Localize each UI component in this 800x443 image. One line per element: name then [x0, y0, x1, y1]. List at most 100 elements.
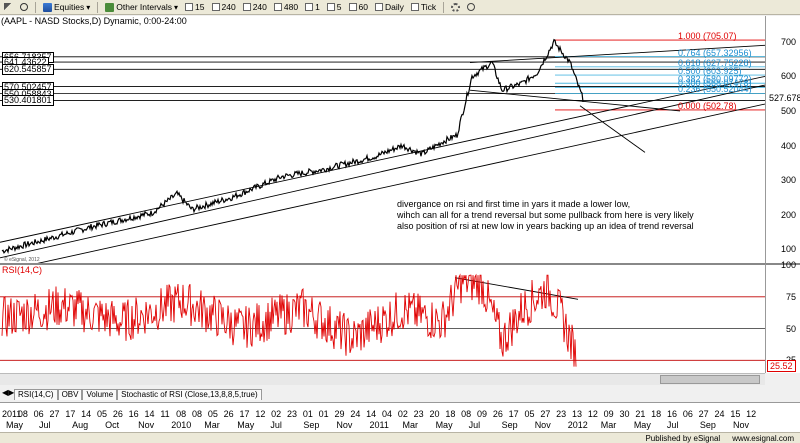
time-axis-day-label: 17 — [239, 409, 250, 419]
time-axis-month-label: Nov — [534, 420, 551, 430]
tab-volume[interactable]: Volume — [82, 389, 118, 400]
time-axis-month-label: Nov — [732, 420, 749, 430]
time-axis-day-label: 08 — [461, 409, 472, 419]
interval-1-button[interactable]: 1 — [303, 1, 322, 14]
other-intervals-button[interactable]: Other Intervals — [103, 1, 180, 14]
interval-daily-button[interactable]: Daily — [373, 1, 406, 14]
annotation-line-3: also position of rsi at new low in years… — [397, 221, 694, 231]
time-axis-day-label: 27 — [49, 409, 60, 419]
time-axis-month-label: Sep — [699, 420, 716, 430]
price-axis[interactable]: 700 600 500 400 300 200 100 527.678 — [765, 16, 800, 263]
time-axis-day-label: 14 — [81, 409, 92, 419]
time-axis-day-label: 29 — [334, 409, 345, 419]
pointer-tool-button[interactable] — [2, 1, 15, 14]
interval-label: Tick — [420, 2, 437, 12]
time-axis-month-label: 2012 — [567, 420, 588, 430]
tab-rsi[interactable]: RSI(14,C) — [14, 389, 58, 400]
other-intervals-label: Other Intervals — [116, 2, 173, 12]
trend-line-top — [469, 44, 765, 64]
toolbar: Equities Other Intervals 15 240 240 480 … — [0, 0, 800, 15]
chevron-down-icon — [86, 2, 90, 12]
time-axis-day-label: 01 — [302, 409, 313, 419]
chart-title: (AAPL - NASD Stocks,D) Dynamic, 0:00-24:… — [0, 16, 765, 28]
annotation-line-2: wihch can all for a trend reversal but s… — [397, 210, 694, 220]
interval-icon — [305, 3, 314, 11]
published-by-label: Published by eSignal — [645, 433, 721, 443]
price-tick-label: 400 — [780, 140, 796, 151]
equities-button[interactable]: Equities — [41, 1, 92, 14]
time-axis-day-label: 2011 — [2, 409, 22, 419]
rsi-tick-label: 100 — [780, 260, 796, 270]
time-axis-month-label: May — [237, 420, 255, 430]
time-axis-day-label: 06 — [33, 409, 44, 419]
search-icon — [467, 3, 476, 11]
rsi-last-value: 25.52 — [767, 360, 796, 372]
interval-icon — [273, 3, 282, 11]
fib-level-label: 0.764 (657.32956) — [678, 47, 752, 58]
time-axis-day-label: 23 — [413, 409, 424, 419]
time-axis-day-label: 18 — [445, 409, 456, 419]
interval-240-button[interactable]: 240 — [210, 1, 238, 14]
toolbar-divider — [97, 1, 99, 13]
time-axis-day-label: 26 — [112, 409, 123, 419]
interval-480-button[interactable]: 480 — [272, 1, 300, 14]
time-axis-month-label: Sep — [303, 420, 320, 430]
time-axis-month-label: May — [633, 420, 651, 430]
time-axis-month-label: Jul — [468, 420, 481, 430]
time-axis-day-label: 17 — [65, 409, 76, 419]
interval-icon — [326, 3, 335, 11]
interval-tick-button[interactable]: Tick — [409, 1, 438, 14]
search-button[interactable] — [465, 1, 477, 14]
scrollbar-thumb[interactable] — [660, 375, 760, 384]
time-axis-day-label: 27 — [540, 409, 551, 419]
time-axis-day-label: 12 — [255, 409, 266, 419]
price-tick-label: 200 — [780, 209, 796, 220]
time-axis-day-label: 17 — [508, 409, 519, 419]
gear-icon — [451, 2, 461, 12]
time-axis-day-label: 09 — [477, 409, 488, 419]
time-axis-month-label: Oct — [105, 420, 120, 430]
tab-obv[interactable]: OBV — [57, 389, 83, 400]
time-axis-month-label: Mar — [204, 420, 220, 430]
tab-nav-arrows[interactable]: ◀▶ — [2, 388, 15, 397]
level-label: 530.401801 — [2, 95, 54, 107]
zoom-tool-button[interactable] — [18, 1, 30, 14]
annotation-line-1: divergance on rsi and first time in yars… — [397, 199, 631, 209]
tab-stochastic-rsi[interactable]: Stochastic of RSI (Close,13,8,8,5,true) — [117, 389, 262, 400]
intervals-icon — [105, 2, 115, 12]
time-axis-day-label: 08 — [192, 409, 203, 419]
interval-15-button[interactable]: 15 — [183, 1, 206, 14]
zoom-icon — [20, 3, 28, 11]
price-chart — [0, 38, 765, 263]
fib-level-label: 0.236 (550.52044) — [678, 84, 752, 95]
price-pane[interactable]: 656.718357641.43622620.545857570.5024575… — [0, 28, 765, 263]
time-axis-month-label: 2011 — [369, 420, 389, 430]
interval-label: 60 — [358, 2, 368, 12]
interval-icon — [211, 3, 220, 11]
toolbar-divider — [443, 1, 445, 13]
interval-icon — [185, 3, 194, 11]
interval-icon — [375, 3, 383, 11]
interval-60-button[interactable]: 60 — [347, 1, 370, 14]
time-axis-month-label: Sep — [501, 420, 518, 430]
interval-5-button[interactable]: 5 — [325, 1, 344, 14]
time-axis-day-label: 05 — [97, 409, 108, 419]
study-tabs: ◀▶ RSI(14,C) OBV Volume Stochastic of RS… — [0, 387, 765, 400]
time-axis-month-label: 2010 — [171, 420, 192, 430]
horizontal-scrollbar[interactable] — [0, 373, 765, 385]
interval-label: 240 — [252, 2, 267, 12]
rsi-pane[interactable] — [0, 263, 765, 373]
time-axis-months: May Jul Aug Oct Nov 2010 Mar May Jul Sep Nov 2011 Ma… — [0, 420, 765, 433]
interval-label: 1 — [315, 2, 320, 12]
fib-level-label: 0.382 (580.09772) — [678, 74, 752, 85]
time-axis-month-label: Nov — [336, 420, 353, 430]
time-axis-month-label: Aug — [72, 420, 89, 430]
time-axis[interactable]: 2011 08 06 27 17 14 05 26 16 14 11 08 08 05 26 17 12 02 23… — [0, 402, 800, 432]
fib-level-label: 1.000 (705.07) — [678, 31, 737, 42]
interval-label: 480 — [283, 2, 299, 12]
interval-240b-button[interactable]: 240 — [241, 1, 269, 14]
time-axis-day-label: 23 — [287, 409, 298, 419]
time-axis-month-label: May — [435, 420, 453, 430]
settings-button[interactable] — [449, 1, 462, 14]
